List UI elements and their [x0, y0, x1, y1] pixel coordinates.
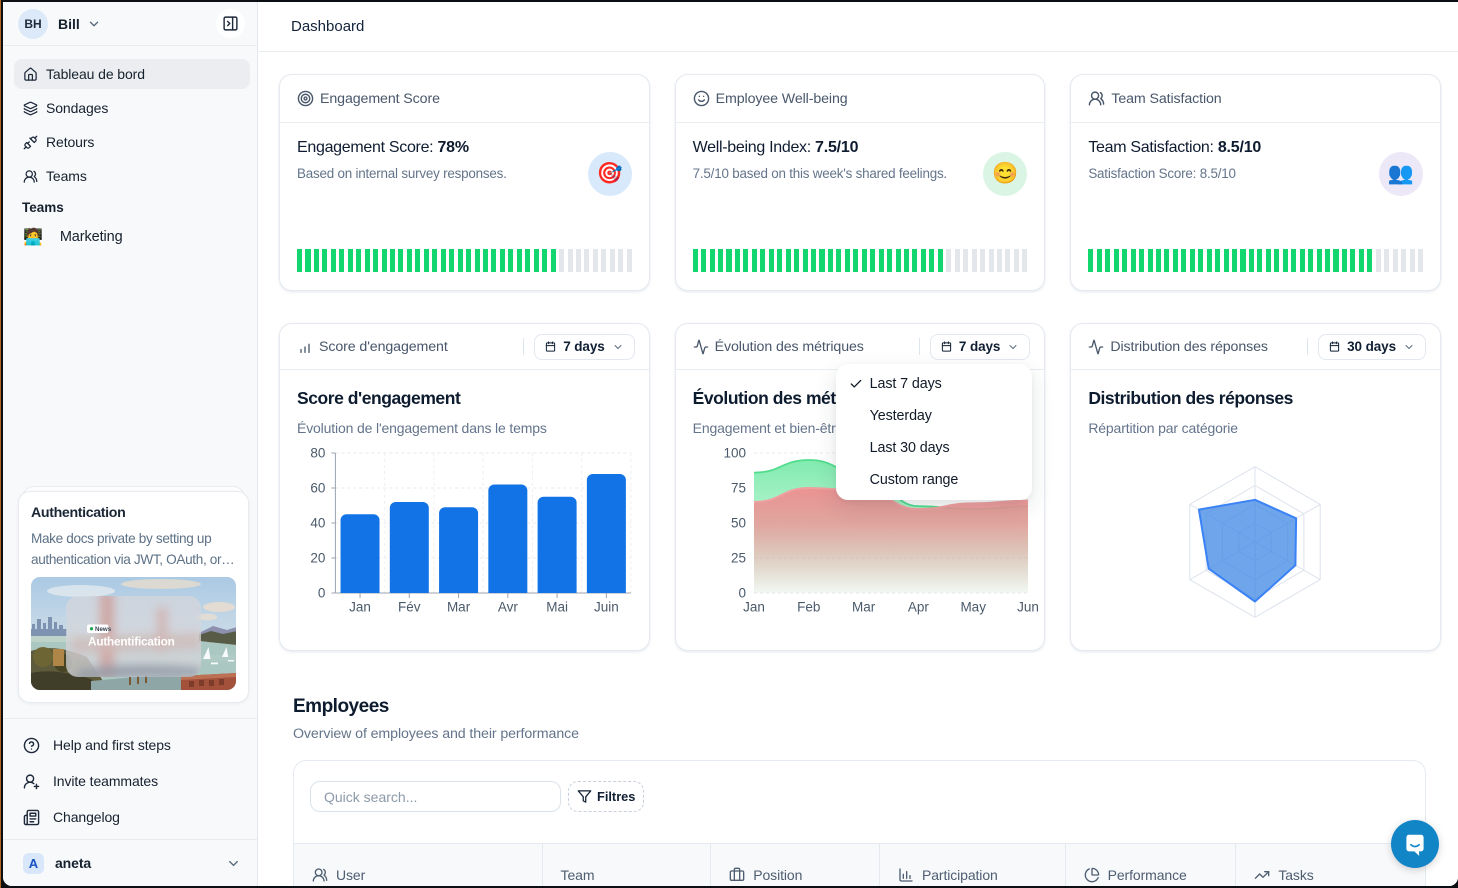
svg-text:Avr: Avr [498, 600, 519, 615]
svg-text:Fév: Fév [398, 600, 421, 615]
svg-text:60: 60 [310, 481, 325, 496]
svg-text:20: 20 [310, 551, 325, 566]
svg-text:50: 50 [731, 516, 746, 531]
svg-text:Authentification: Authentification [88, 635, 175, 649]
svg-text:Jan: Jan [349, 600, 371, 615]
svg-text:0: 0 [318, 586, 326, 601]
svg-text:Juin: Juin [594, 600, 619, 615]
svg-text:Mar: Mar [447, 600, 471, 615]
svg-text:Mar: Mar [852, 600, 876, 615]
svg-text:Jan: Jan [743, 600, 765, 615]
svg-text:40: 40 [310, 516, 325, 531]
svg-text:80: 80 [310, 446, 325, 461]
svg-text:Feb: Feb [797, 600, 820, 615]
svg-text:0: 0 [738, 586, 746, 601]
svg-text:May: May [960, 600, 986, 615]
svg-text:Jun: Jun [1017, 600, 1039, 615]
svg-text:News: News [95, 626, 112, 633]
svg-text:75: 75 [731, 481, 746, 496]
svg-text:Mai: Mai [546, 600, 568, 615]
svg-text:100: 100 [723, 446, 746, 461]
svg-text:25: 25 [731, 551, 746, 566]
svg-text:Apr: Apr [908, 600, 930, 615]
